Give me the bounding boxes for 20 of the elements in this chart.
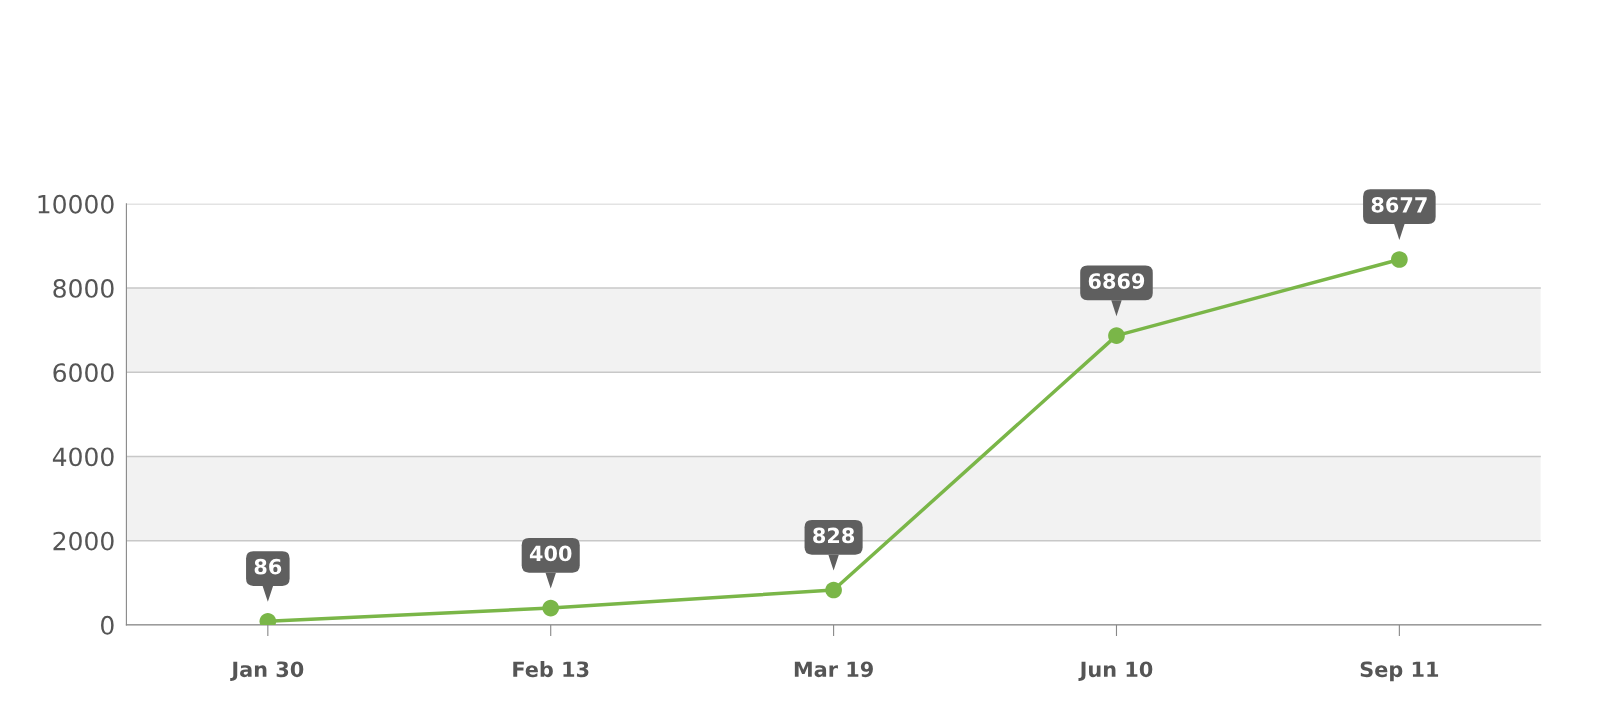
data-label: 828 (813, 527, 855, 544)
y-tick-label: 8000 (53, 278, 114, 298)
data-label: 8677 (1371, 197, 1427, 213)
data-label: 400 (529, 545, 572, 562)
point (542, 599, 560, 617)
data-label: 6869 (1088, 273, 1145, 289)
data-label: 86 (254, 558, 282, 575)
x-tick-label: Mar 19 (794, 661, 873, 678)
y-tick-label: 2000 (53, 531, 114, 551)
y-tick-label: 6000 (53, 363, 114, 383)
y-tick-label: 0 (101, 615, 114, 635)
point (825, 581, 842, 599)
y-tick-label: 4000 (52, 447, 114, 467)
x-tick-label: Jan 30 (230, 661, 304, 682)
point (1108, 327, 1125, 344)
point (1391, 251, 1408, 268)
x-tick-label: Sep 11 (1360, 661, 1439, 682)
x-tick-label: Feb 13 (513, 661, 589, 678)
x-tick-label: Jun 10 (1078, 661, 1153, 682)
y-tick-label: 10000 (38, 194, 114, 214)
